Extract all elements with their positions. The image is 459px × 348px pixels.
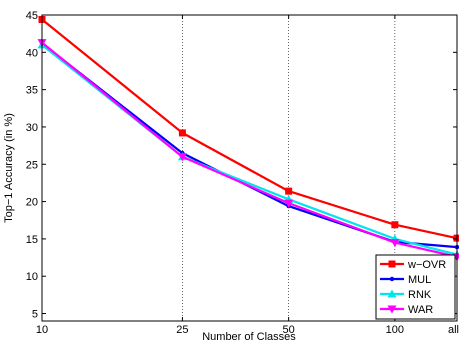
- x-tick-label: 10: [36, 324, 48, 336]
- y-tick-label: 25: [26, 159, 38, 171]
- y-tick-label: 20: [26, 197, 38, 209]
- data-point: [453, 234, 459, 242]
- data-point: [177, 153, 187, 162]
- x-axis-label: Number of Classes: [202, 331, 296, 343]
- y-tick-label: 10: [26, 271, 38, 283]
- data-point: [390, 239, 400, 248]
- x-tick-label: 50: [283, 324, 295, 336]
- data-point: [285, 187, 293, 195]
- y-tick-label: 5: [32, 309, 38, 321]
- legend: w−OVR MUL RNK WAR: [375, 254, 456, 320]
- legend-label: MUL: [408, 274, 431, 286]
- legend-label: RNK: [408, 289, 432, 301]
- y-axis-ticks: 5 10 15 20 25 30 35 40 45: [26, 10, 457, 321]
- data-point: [284, 199, 294, 208]
- x-tick-label: 100: [386, 324, 404, 336]
- legend-marker: [389, 276, 395, 282]
- series-layer: [37, 15, 459, 262]
- x-axis-ticks: 10 25 50 100 all: [36, 15, 459, 336]
- legend-marker: [387, 305, 397, 314]
- y-tick-label: 40: [26, 47, 38, 59]
- legend-marker: [388, 260, 396, 268]
- y-tick-label: 30: [26, 122, 38, 134]
- y-tick-label: 35: [26, 85, 38, 97]
- legend-marker: [387, 289, 397, 298]
- plot-frame: [41, 14, 458, 322]
- legend-label: WAR: [408, 304, 433, 316]
- data-point: [178, 129, 186, 137]
- y-tick-label: 45: [26, 10, 38, 22]
- x-tick-label: all: [448, 324, 459, 336]
- data-point: [391, 221, 399, 229]
- x-tick-label: 25: [176, 324, 188, 336]
- y-axis-label: Top−1 Accuracy (in %): [3, 113, 15, 223]
- y-tick-label: 15: [26, 234, 38, 246]
- legend-label: w−OVR: [407, 259, 446, 271]
